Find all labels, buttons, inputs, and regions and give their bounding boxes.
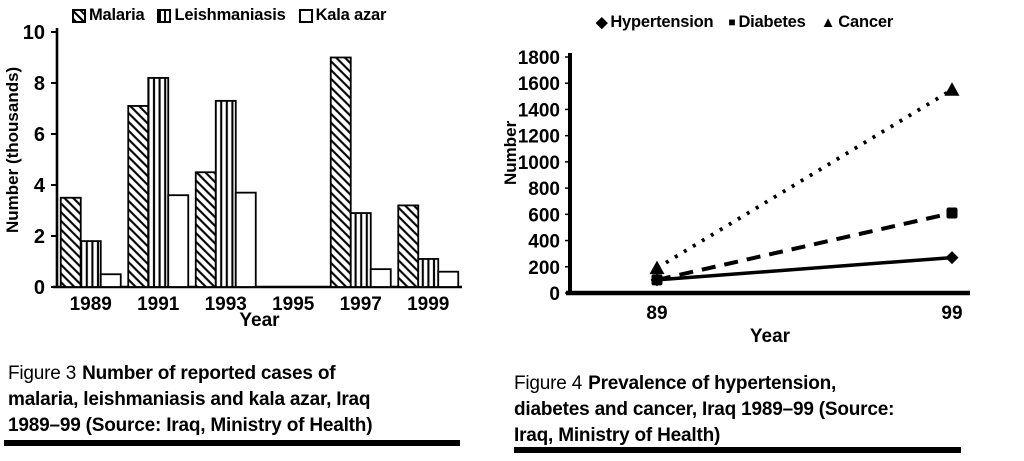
svg-text:1995: 1995	[272, 294, 315, 315]
svg-text:1400: 1400	[518, 100, 560, 121]
svg-text:2: 2	[34, 226, 45, 248]
legend-label-cancer: Cancer	[838, 13, 894, 31]
legend-label-leishmaniasis: Leishmaniasis	[174, 6, 286, 24]
figure3-divider-rule	[4, 440, 460, 446]
figure4-caption-line2: diabetes and cancer, Iraq 1989–99 (Sourc…	[514, 399, 895, 420]
diagonal-hatch-swatch-icon	[72, 8, 86, 23]
legend-label-hypertension: Hypertension	[610, 13, 714, 31]
figure4-x-axis-title: Year	[749, 326, 791, 347]
figure4-label: Figure 4	[514, 373, 583, 394]
figure4-legend: ◆ Hypertension ■ Diabetes ▲ Cancer	[596, 13, 893, 32]
figure3-label: Figure 3	[8, 363, 77, 384]
figure3-caption: Figure 3 Number of reported cases of malar…	[8, 361, 470, 439]
svg-text:8: 8	[34, 73, 45, 95]
svg-text:1999: 1999	[407, 294, 449, 315]
legend-item-cancer: ▲ Cancer	[820, 13, 894, 32]
svg-text:200: 200	[528, 258, 560, 279]
figure3-y-axis-title: Number (thousands)	[3, 66, 22, 233]
figure3-caption-line1: Number of reported cases of	[82, 363, 336, 384]
legend-label-malaria: Malaria	[89, 6, 145, 24]
figure3-legend: Malaria Leishmaniasis Kala azar	[72, 6, 386, 25]
square-marker-icon: ■	[728, 14, 736, 29]
svg-text:600: 600	[528, 205, 560, 226]
triangle-marker-icon: ▲	[820, 13, 836, 31]
svg-text:1800: 1800	[518, 48, 560, 69]
empty-swatch-icon	[298, 8, 313, 23]
figure4-caption-line3: Iraq, Ministry of Health)	[514, 425, 721, 446]
legend-label-kala-azar: Kala azar	[315, 6, 387, 24]
svg-text:10: 10	[23, 22, 45, 44]
figure4-y-axis-title: Number	[501, 120, 520, 185]
svg-text:4: 4	[34, 175, 46, 197]
legend-item-leishmaniasis: Leishmaniasis	[157, 6, 286, 25]
legend-item-kala-azar: Kala azar	[298, 6, 387, 25]
figure4-divider-rule	[514, 447, 961, 453]
svg-text:1000: 1000	[518, 153, 560, 174]
figure4-caption: Figure 4 Prevalence of hypertension, diabe…	[514, 371, 1000, 449]
vertical-lines-swatch-icon	[157, 8, 172, 23]
figure4-panel: ◆ Hypertension ■ Diabetes ▲ Cancer 0 200 4…	[501, 0, 1024, 461]
svg-text:400: 400	[528, 232, 560, 253]
figure3-panel: Malaria Leishmaniasis Kala azar	[0, 0, 478, 461]
svg-text:89: 89	[646, 303, 667, 324]
svg-text:1600: 1600	[518, 74, 560, 95]
svg-text:800: 800	[528, 179, 560, 200]
figure3-caption-line2: malaria, leishmaniasis and kala azar, Ir…	[8, 389, 371, 410]
legend-item-malaria: Malaria	[72, 6, 145, 25]
svg-text:1991: 1991	[137, 294, 180, 315]
svg-text:6: 6	[34, 124, 45, 146]
svg-text:0: 0	[549, 284, 560, 305]
figure3-bar-chart: 0 2 4 6 8 10 1989 1991 1993 1995 1997 1999	[23, 22, 462, 315]
figure4-caption-line1: Prevalence of hypertension,	[588, 373, 837, 394]
svg-text:1997: 1997	[340, 294, 382, 315]
legend-label-diabetes: Diabetes	[738, 13, 806, 31]
svg-text:1989: 1989	[70, 294, 112, 315]
svg-text:1993: 1993	[205, 294, 247, 315]
svg-text:99: 99	[941, 303, 962, 324]
svg-text:0: 0	[34, 277, 45, 299]
legend-item-hypertension: ◆ Hypertension	[596, 13, 714, 32]
diamond-marker-icon: ◆	[596, 13, 608, 31]
legend-item-diabetes: ■ Diabetes	[728, 13, 805, 32]
figure3-x-axis-title: Year	[239, 310, 280, 331]
svg-text:1200: 1200	[518, 127, 560, 148]
figure4-line-chart: 0 200 400 600 800 1000 1200 1400 1600 1800 89 99	[518, 48, 970, 324]
figure3-caption-line3: 1989–99 (Source: Iraq, Ministry of Healt…	[8, 415, 373, 436]
